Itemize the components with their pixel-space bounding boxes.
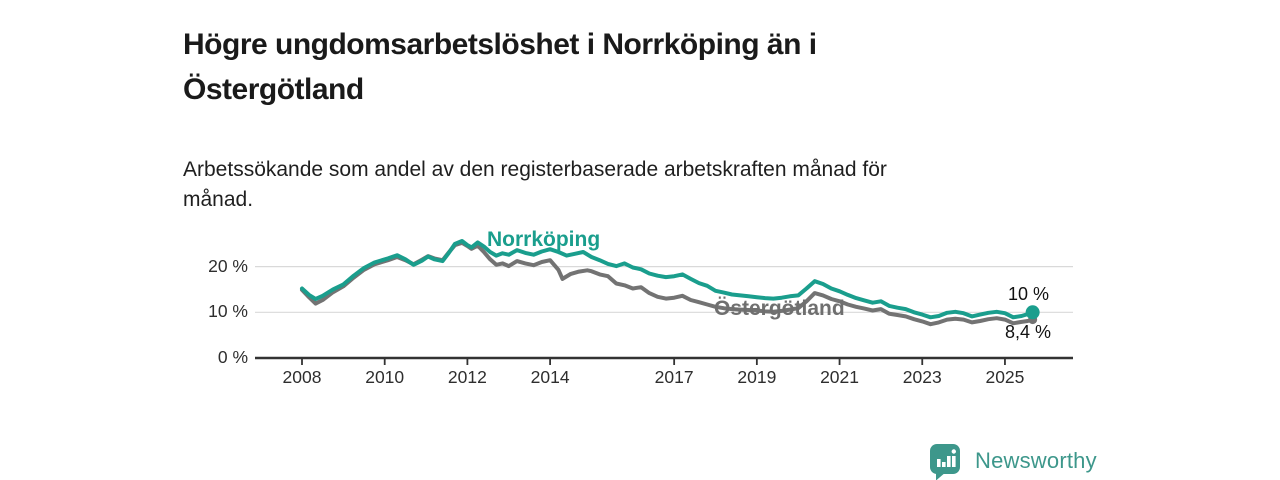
x-tick-label: 2021	[820, 367, 860, 387]
x-tick-label: 2017	[654, 367, 694, 387]
end-dot-norrkoping	[1025, 305, 1040, 320]
x-tick-label: 2019	[737, 367, 777, 387]
newsworthy-wordmark: Newsworthy	[975, 448, 1097, 473]
newsworthy-bubble-chart-icon	[930, 443, 960, 480]
series-label-ostergotland: Östergötland	[714, 297, 845, 320]
end-value-label-norrkoping: 10 %	[1008, 284, 1050, 304]
end-value-label-ostergotland: 8,4 %	[1005, 322, 1052, 342]
x-tick-label: 2010	[365, 367, 405, 387]
y-tick-label: 20 %	[208, 255, 248, 276]
chart-subtitle: Arbetssökande som andel av den registerb…	[183, 158, 887, 211]
y-tick-label: 0 %	[217, 347, 248, 367]
series-label-norrkoping: Norrköping	[487, 228, 601, 251]
x-tick-label: 2025	[985, 367, 1025, 387]
y-tick-label: 10 %	[208, 301, 248, 322]
x-tick-label: 2014	[530, 367, 570, 387]
x-tick-label: 2023	[902, 367, 942, 387]
x-tick-label: 2008	[282, 367, 322, 387]
x-tick-label: 2012	[447, 367, 487, 387]
newsworthy-logo: Newsworthy	[928, 442, 1097, 480]
page-title: Högre ungdomsarbetslöshet i Norrköping ä…	[183, 28, 817, 107]
series-line-norrkoping	[300, 239, 1035, 320]
